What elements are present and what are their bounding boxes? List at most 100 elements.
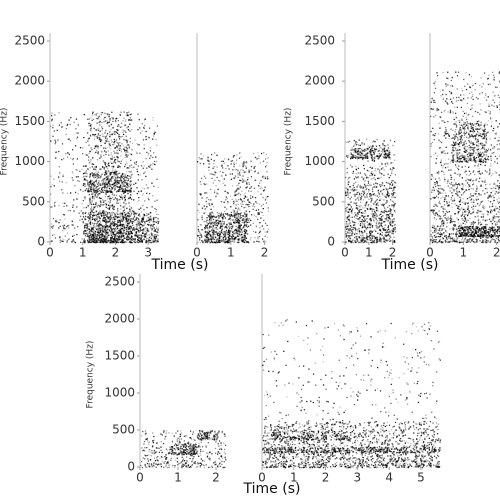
speck [108, 140, 110, 143]
speck [215, 242, 217, 244]
speck [201, 236, 203, 238]
speck [104, 164, 107, 166]
speck [97, 224, 100, 226]
x-tick-label: 2 [261, 246, 269, 260]
speck [123, 216, 126, 218]
speck [375, 221, 378, 223]
speck [141, 123, 143, 125]
y-tick-label: 1500 [14, 114, 45, 128]
speck [99, 157, 101, 159]
speck [122, 228, 124, 230]
speck [375, 203, 378, 205]
speck [381, 192, 384, 195]
speck [121, 236, 123, 238]
speck [237, 215, 239, 217]
speck [98, 235, 100, 237]
speck [95, 242, 97, 244]
speck [79, 170, 81, 172]
speck [375, 206, 377, 209]
speck [241, 234, 243, 236]
speck [353, 145, 355, 147]
speck [96, 206, 99, 208]
speck [206, 236, 209, 239]
speck [126, 167, 128, 169]
speck [89, 123, 92, 125]
speck [130, 183, 132, 185]
speck [106, 222, 108, 224]
speck [376, 227, 378, 229]
speck [370, 220, 372, 222]
speck [364, 218, 366, 221]
speck [248, 183, 250, 186]
speck [351, 154, 353, 156]
speck [365, 205, 367, 207]
speck [137, 235, 139, 238]
speck [115, 202, 118, 204]
speck [91, 193, 93, 195]
speck [92, 231, 94, 233]
speck [370, 153, 372, 155]
speck [96, 240, 98, 242]
speck [157, 241, 159, 243]
speck [126, 140, 128, 142]
speck [242, 240, 244, 243]
speck [108, 219, 111, 221]
speck [253, 166, 255, 168]
speck [357, 236, 360, 238]
speck [102, 213, 105, 215]
speck [386, 153, 389, 155]
speck [99, 193, 101, 195]
speck [112, 183, 114, 185]
speck [104, 170, 106, 172]
speck [122, 230, 124, 232]
speck [52, 135, 54, 137]
speck [351, 147, 353, 149]
speck [200, 153, 202, 155]
speck [104, 217, 106, 219]
speck [351, 234, 353, 236]
speck [220, 231, 222, 234]
speck [103, 239, 105, 241]
speck [234, 232, 236, 235]
speck [228, 218, 230, 220]
speck [233, 162, 235, 164]
speck [128, 227, 131, 229]
speck [232, 156, 235, 158]
speck [236, 241, 238, 243]
speck [100, 204, 102, 206]
speck [267, 157, 269, 159]
speck [129, 230, 131, 232]
speck [88, 235, 90, 238]
speck [139, 223, 142, 225]
speck [394, 227, 396, 229]
speck [238, 219, 240, 221]
speck [96, 233, 99, 236]
speck [212, 236, 214, 239]
speck [229, 223, 231, 226]
speck [141, 218, 143, 220]
speck [139, 226, 142, 228]
speck [107, 113, 109, 115]
speck [155, 241, 157, 243]
speck [59, 219, 61, 221]
speck [121, 228, 123, 230]
speck [93, 240, 96, 242]
speck [242, 180, 244, 182]
speck [386, 214, 388, 216]
speck [125, 189, 127, 191]
speck [95, 214, 97, 216]
speck [130, 170, 132, 172]
speck [111, 205, 113, 207]
speck [140, 190, 142, 192]
speck [125, 177, 127, 179]
speck [371, 239, 373, 242]
speck [54, 237, 57, 239]
speck [346, 155, 348, 157]
speck [235, 214, 237, 216]
speck [116, 228, 118, 230]
speck [360, 208, 363, 211]
speck [266, 236, 269, 239]
speck [223, 231, 225, 233]
speck [123, 207, 125, 209]
speck [100, 214, 103, 216]
